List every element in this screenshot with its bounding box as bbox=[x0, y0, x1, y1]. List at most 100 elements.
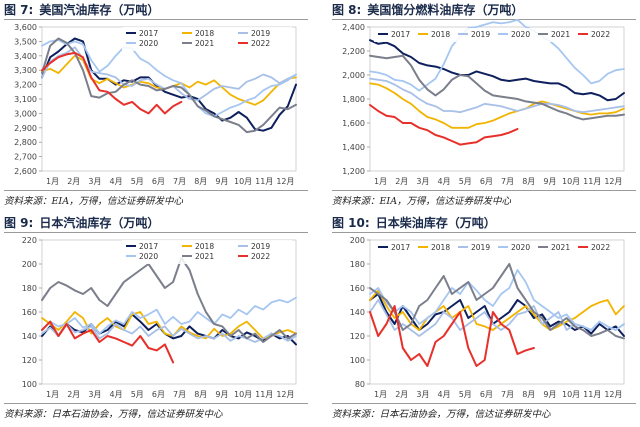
legend-label: 2017 bbox=[139, 29, 158, 38]
x-tick-label: 4月 bbox=[438, 390, 451, 399]
source-rule bbox=[332, 190, 636, 191]
legend-label: 2017 bbox=[139, 242, 158, 251]
legend-label: 2019 bbox=[251, 29, 270, 38]
x-tick-label: 6月 bbox=[480, 390, 493, 399]
legend-label: 2019 bbox=[471, 243, 490, 252]
x-tick-label: 2月 bbox=[395, 177, 408, 186]
x-tick-label: 1月 bbox=[46, 177, 59, 186]
series-line-2022 bbox=[369, 305, 535, 367]
title-rule bbox=[4, 19, 308, 20]
x-tick-label: 10月 bbox=[234, 177, 252, 186]
x-tick-label: 8月 bbox=[522, 177, 535, 186]
chart-plot: 80 100 120 140 160 180 200 1月 2月 3月 4月 5月 6月 7月 8月 9月 10… bbox=[350, 236, 625, 399]
y-tick-label: 3,200 bbox=[14, 81, 37, 90]
chart-panel-fig10: 图 10: 日本柴油库存（万吨） 80 100 120 140 160 180 200 1月 2月… bbox=[328, 213, 640, 425]
series-line-2019 bbox=[41, 323, 297, 343]
y-tick-label: 1,800 bbox=[342, 95, 365, 104]
legend-label: 2021 bbox=[195, 39, 214, 48]
y-tick-label: 1,200 bbox=[342, 167, 365, 176]
series-line-2019 bbox=[369, 77, 625, 114]
x-tick-label: 7月 bbox=[173, 390, 186, 399]
x-tick-label: 4月 bbox=[438, 177, 451, 186]
y-tick-label: 180 bbox=[350, 260, 365, 269]
x-tick-label: 8月 bbox=[194, 390, 207, 399]
y-tick-label: 220 bbox=[22, 236, 37, 245]
legend-label: 2022 bbox=[251, 252, 270, 261]
y-tick-label: 120 bbox=[22, 356, 37, 365]
chart-source: 资料来源：日本石油协会，万得，信达证券研发中心 bbox=[332, 409, 551, 420]
series-line-2022 bbox=[41, 320, 175, 364]
x-tick-label: 4月 bbox=[110, 177, 123, 186]
x-tick-label: 11月 bbox=[583, 177, 601, 186]
legend-label: 2018 bbox=[431, 243, 450, 252]
y-tick-label: 2,900 bbox=[14, 124, 37, 133]
x-tick-label: 2月 bbox=[395, 390, 408, 399]
chart-plot: 2,600 2,700 2,800 2,900 3,000 3,100 3,200 3,300… bbox=[14, 23, 297, 186]
x-tick-label: 2月 bbox=[67, 390, 80, 399]
y-tick-label: 200 bbox=[22, 260, 37, 269]
legend-label: 2021 bbox=[551, 30, 570, 39]
y-tick-label: 3,400 bbox=[14, 52, 37, 61]
legend-label: 2021 bbox=[551, 243, 570, 252]
x-tick-label: 12月 bbox=[276, 390, 294, 399]
series-line-2022 bbox=[41, 51, 183, 115]
title-rule bbox=[4, 232, 308, 233]
source-rule bbox=[332, 403, 636, 404]
y-tick-label: 3,500 bbox=[14, 37, 37, 46]
x-tick-label: 5月 bbox=[459, 177, 472, 186]
legend-label: 2021 bbox=[195, 252, 214, 261]
y-tick-label: 180 bbox=[22, 284, 37, 293]
chart-title: 图 8: 美国馏分燃料油库存（万吨） bbox=[332, 3, 524, 17]
x-tick-label: 11月 bbox=[583, 390, 601, 399]
title-rule bbox=[332, 19, 636, 20]
x-tick-label: 4月 bbox=[110, 390, 123, 399]
series-line-2020 bbox=[369, 18, 625, 92]
chart-title: 图 7: 美国汽油库存（万吨） bbox=[4, 3, 160, 17]
x-tick-label: 2月 bbox=[67, 177, 80, 186]
x-tick-label: 12月 bbox=[604, 390, 622, 399]
legend-background bbox=[374, 241, 616, 255]
y-tick-label: 2,800 bbox=[14, 138, 37, 147]
x-tick-label: 7月 bbox=[501, 177, 514, 186]
chart-plot: 1,200 1,400 1,600 1,800 2,000 2,200 2,400 1月 2月 3… bbox=[342, 18, 625, 186]
title-rule bbox=[332, 232, 636, 233]
y-tick-label: 200 bbox=[350, 236, 365, 245]
x-tick-label: 10月 bbox=[562, 177, 580, 186]
legend-label: 2020 bbox=[139, 39, 158, 48]
legend-label: 2022 bbox=[591, 30, 610, 39]
x-tick-label: 9月 bbox=[543, 390, 556, 399]
x-tick-label: 11月 bbox=[255, 390, 273, 399]
x-tick-label: 12月 bbox=[604, 177, 622, 186]
y-tick-label: 2,000 bbox=[342, 71, 365, 80]
y-tick-label: 1,400 bbox=[342, 143, 365, 152]
series-line-2022 bbox=[369, 104, 519, 146]
y-tick-label: 2,400 bbox=[342, 23, 365, 32]
y-tick-label: 2,200 bbox=[342, 47, 365, 56]
chart-panel-fig7: 图 7: 美国汽油库存（万吨） 2,600 2,700 2,800 2,900 3,000… bbox=[0, 0, 312, 212]
legend-label: 2020 bbox=[511, 243, 530, 252]
legend-label: 2020 bbox=[511, 30, 530, 39]
chart-title: 图 9: 日本汽油库存（万吨） bbox=[4, 216, 160, 230]
y-tick-label: 3,300 bbox=[14, 66, 37, 75]
x-tick-label: 8月 bbox=[522, 390, 535, 399]
plot-frame bbox=[369, 26, 625, 172]
legend-label: 2019 bbox=[471, 30, 490, 39]
y-tick-label: 1,600 bbox=[342, 119, 365, 128]
series-line-2021 bbox=[369, 263, 625, 340]
series-line-2020 bbox=[41, 39, 297, 118]
source-rule bbox=[4, 403, 308, 404]
legend-label: 2022 bbox=[251, 39, 270, 48]
x-tick-label: 6月 bbox=[480, 177, 493, 186]
y-tick-label: 80 bbox=[355, 380, 365, 389]
y-tick-label: 160 bbox=[22, 308, 37, 317]
x-tick-label: 3月 bbox=[416, 177, 429, 186]
x-tick-label: 6月 bbox=[152, 177, 165, 186]
x-tick-label: 3月 bbox=[88, 177, 101, 186]
legend-background bbox=[122, 240, 292, 264]
legend-background bbox=[374, 28, 616, 42]
x-tick-label: 12月 bbox=[276, 177, 294, 186]
x-tick-label: 9月 bbox=[543, 177, 556, 186]
x-tick-label: 11月 bbox=[255, 177, 273, 186]
legend-label: 2019 bbox=[251, 242, 270, 251]
y-tick-label: 160 bbox=[350, 284, 365, 293]
